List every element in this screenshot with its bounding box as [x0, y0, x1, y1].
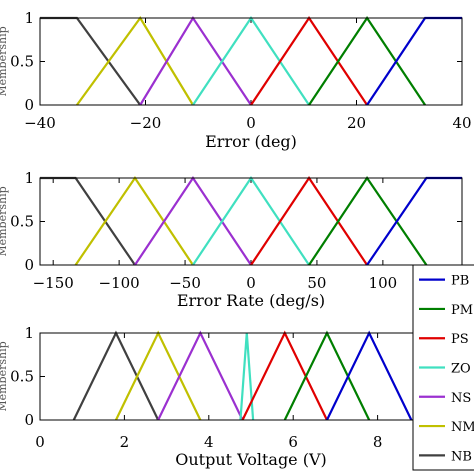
series-line-ns	[139, 15, 252, 106]
x-tick-label: −50	[169, 274, 201, 292]
y-tick-label: 1	[24, 324, 34, 342]
y-tick-label: 1	[24, 169, 34, 187]
x-tick-label: 0	[246, 274, 256, 292]
x-tick-label: 4	[204, 433, 214, 451]
series-line-nm	[76, 16, 194, 106]
series-line-nm	[114, 330, 202, 421]
y-axis-title: Membership	[0, 186, 9, 256]
y-tick-label: 0	[24, 96, 34, 114]
chart-panel-1: 0 0.5 1 −40 −20 0 20 40 Error (deg) Membership	[0, 9, 472, 151]
x-axis-title: Output Voltage (V)	[175, 450, 327, 469]
y-axis-title: Membership	[0, 341, 9, 411]
series-line-zo	[192, 16, 310, 106]
y-tick-label: 0.5	[10, 368, 34, 386]
series-line-ps	[241, 330, 328, 421]
x-tick-label: 20	[347, 114, 366, 132]
axes-frame	[39, 17, 463, 106]
series-line-ns	[134, 176, 252, 266]
legend-label-nb: NB	[451, 449, 472, 464]
x-axis-title: Error (deg)	[205, 132, 297, 151]
series-line-ps	[250, 176, 368, 266]
series-line-ps	[250, 16, 368, 106]
legend: PB PM PS ZO NS NM NB	[412, 264, 474, 471]
y-tick-label: 1	[24, 9, 34, 27]
chart-panel-3: 00.510246810Output Voltage (V)Membership…	[0, 264, 474, 471]
series-line-zo	[192, 176, 310, 266]
legend-label-ns: NS	[451, 391, 471, 406]
chart-panel-2: 0 0.5 1 −150 −100 −50 0 50 100 Error Rate (deg/s)…	[0, 169, 463, 310]
series-line-pm	[308, 176, 428, 266]
x-tick-label: 50	[307, 274, 326, 292]
series-line-pm	[308, 16, 426, 106]
x-axis-title: Error Rate (deg/s)	[177, 291, 325, 310]
y-tick-label: 0.5	[10, 53, 34, 71]
series-line-ns	[157, 330, 244, 421]
series-line-pm	[283, 330, 371, 421]
x-tick-label: 40	[452, 114, 471, 132]
x-tick-label: −100	[99, 274, 140, 292]
y-tick-label: 0	[24, 256, 34, 274]
series-line-zo	[239, 332, 255, 421]
x-tick-label: 100	[369, 274, 398, 292]
legend-label-zo: ZO	[451, 362, 471, 377]
series-line-pb	[325, 330, 413, 421]
x-tick-label: 2	[120, 433, 130, 451]
legend-label-pb: PB	[451, 274, 469, 289]
x-tick-label: 6	[288, 433, 298, 451]
series-line-nb	[40, 16, 142, 106]
y-tick-label: 0.5	[10, 213, 34, 231]
x-tick-label: −150	[33, 274, 74, 292]
axes-frame	[39, 177, 463, 266]
series-line-nm	[74, 176, 194, 266]
x-tick-label: −20	[130, 114, 162, 132]
series-line-pb	[366, 176, 462, 266]
y-tick-label: 0	[24, 411, 34, 429]
x-tick-label: 0	[35, 433, 45, 451]
legend-label-pm: PM	[451, 303, 473, 318]
x-tick-label: 8	[373, 433, 383, 451]
series-line-nb	[40, 176, 136, 266]
x-tick-label: −40	[24, 114, 56, 132]
x-tick-label: 0	[246, 114, 256, 132]
series-line-pb	[366, 16, 462, 106]
legend-label-nm: NM	[451, 420, 474, 435]
y-axis-title: Membership	[0, 26, 9, 96]
series-line-nb	[72, 330, 160, 421]
legend-label-ps: PS	[451, 332, 469, 347]
